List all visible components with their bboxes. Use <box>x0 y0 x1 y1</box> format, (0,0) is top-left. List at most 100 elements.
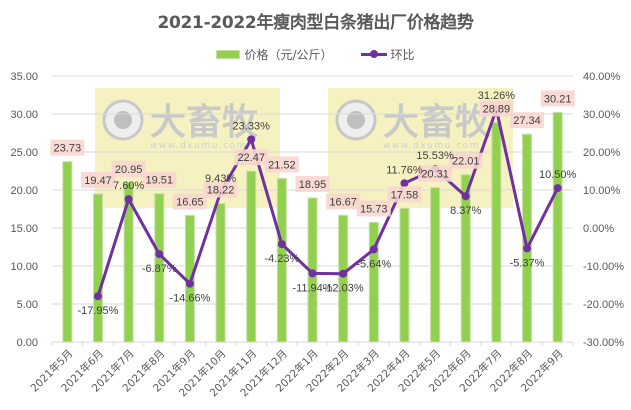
mom-marker[interactable] <box>339 269 348 278</box>
watermark-text: 大畜牧 <box>383 102 492 143</box>
price-bar[interactable] <box>154 193 165 343</box>
price-label: 15.73 <box>360 203 388 215</box>
price-label-bg <box>479 100 514 117</box>
mom-marker[interactable] <box>155 250 164 259</box>
price-label: 28.89 <box>483 103 511 115</box>
price-label: 16.65 <box>176 196 204 208</box>
left-axis-tick: 5.00 <box>17 299 38 311</box>
legend-item-price[interactable]: 价格（元/公斤） <box>216 46 333 63</box>
mom-line <box>96 107 560 297</box>
mom-label: 11.76% <box>386 164 423 176</box>
price-label-bg <box>510 112 545 129</box>
price-label: 18.22 <box>207 185 235 197</box>
legend: 价格（元/公斤） 环比 <box>0 46 631 63</box>
right-axis-tick: -20.00% <box>583 299 624 311</box>
mom-label: -4.23% <box>264 253 299 265</box>
price-bar[interactable] <box>430 187 441 343</box>
price-label: 22.47 <box>237 152 265 164</box>
right-axis-tick: 10.00% <box>583 185 621 197</box>
mom-label: 9.43% <box>205 173 236 185</box>
right-axis-tick: 20.00% <box>583 147 621 159</box>
price-bar[interactable] <box>368 221 379 343</box>
price-label-bg <box>80 172 115 189</box>
price-bar[interactable] <box>491 121 502 343</box>
mom-label: -5.64% <box>356 258 391 270</box>
left-axis-tick: 35.00 <box>10 71 38 83</box>
price-label-bg <box>172 193 207 210</box>
price-label: 20.95 <box>115 164 143 176</box>
mom-label: 10.50% <box>539 169 577 181</box>
mom-label: 31.26% <box>478 90 516 102</box>
price-label-bg <box>418 165 453 182</box>
price-label: 30.21 <box>544 93 572 105</box>
watermark-url: www.dxumu.com <box>150 141 247 151</box>
right-axis-tick: -30.00% <box>583 337 624 349</box>
price-label: 18.95 <box>299 179 327 191</box>
price-label-bg <box>234 149 269 166</box>
price-label: 19.47 <box>84 175 112 187</box>
left-axis-tick: 10.00 <box>10 261 38 273</box>
price-label-bg <box>50 139 85 156</box>
price-label-bg <box>264 156 299 173</box>
watermark-eye-icon <box>347 111 365 129</box>
mom-marker[interactable] <box>400 179 409 188</box>
mom-label: 8.37% <box>450 205 481 217</box>
mom-label: -12.03% <box>323 283 364 295</box>
watermark-text: 大畜牧 <box>150 102 259 143</box>
mom-label: -5.37% <box>510 257 545 269</box>
price-label: 21.52 <box>268 159 296 171</box>
price-bar[interactable] <box>92 193 103 343</box>
price-bar[interactable] <box>460 174 471 343</box>
price-bar[interactable] <box>123 182 134 343</box>
right-axis-tick: 0.00% <box>583 223 614 235</box>
legend-price-label: 价格（元/公斤） <box>244 48 333 62</box>
price-bar[interactable] <box>552 111 563 343</box>
mom-marker[interactable] <box>308 269 317 278</box>
price-label: 16.67 <box>329 196 357 208</box>
price-label: 22.01 <box>452 156 480 168</box>
price-bar[interactable] <box>215 203 226 343</box>
left-axis-tick: 30.00 <box>10 109 38 121</box>
legend-item-mom[interactable]: 环比 <box>360 46 415 63</box>
mom-marker[interactable] <box>247 135 256 144</box>
mom-label: 7.60% <box>113 180 144 192</box>
watermark-eye-icon <box>114 111 132 129</box>
mom-label: 23.33% <box>233 120 271 132</box>
price-label-bg <box>142 171 177 188</box>
mom-marker[interactable] <box>369 245 378 254</box>
price-label-bg <box>356 200 391 217</box>
price-label-bg <box>540 90 575 107</box>
price-label-bg <box>448 152 483 169</box>
price-bar[interactable] <box>276 177 287 343</box>
watermark-url: www.dxumu.com <box>383 141 480 151</box>
right-axis-tick: 40.00% <box>583 71 621 83</box>
price-bar[interactable] <box>338 214 349 343</box>
price-label: 19.51 <box>145 175 173 187</box>
price-label-bg <box>203 181 238 198</box>
mom-marker[interactable] <box>523 244 532 253</box>
price-bar[interactable] <box>399 207 410 343</box>
price-label-bg <box>295 175 330 192</box>
mom-marker[interactable] <box>461 192 470 201</box>
price-bar[interactable] <box>246 170 257 343</box>
line-marker-icon <box>360 50 387 58</box>
price-label: 23.73 <box>54 143 82 155</box>
left-axis-tick: 15.00 <box>10 223 38 235</box>
price-label: 17.58 <box>391 189 419 201</box>
mom-marker[interactable] <box>93 292 102 301</box>
mom-marker[interactable] <box>124 195 133 204</box>
mom-label: -6.87% <box>142 263 177 275</box>
price-bar[interactable] <box>62 161 73 343</box>
left-axis-tick: 25.00 <box>10 147 38 159</box>
price-label-bg <box>111 160 146 177</box>
price-label: 27.34 <box>513 115 541 127</box>
mom-marker[interactable] <box>185 279 194 288</box>
mom-label: -14.66% <box>169 293 210 305</box>
right-axis-tick: -10.00% <box>583 261 624 273</box>
left-axis-tick: 0.00 <box>17 337 38 349</box>
price-label: 20.31 <box>421 169 449 181</box>
mom-marker[interactable] <box>553 184 562 193</box>
mom-marker[interactable] <box>277 240 286 249</box>
